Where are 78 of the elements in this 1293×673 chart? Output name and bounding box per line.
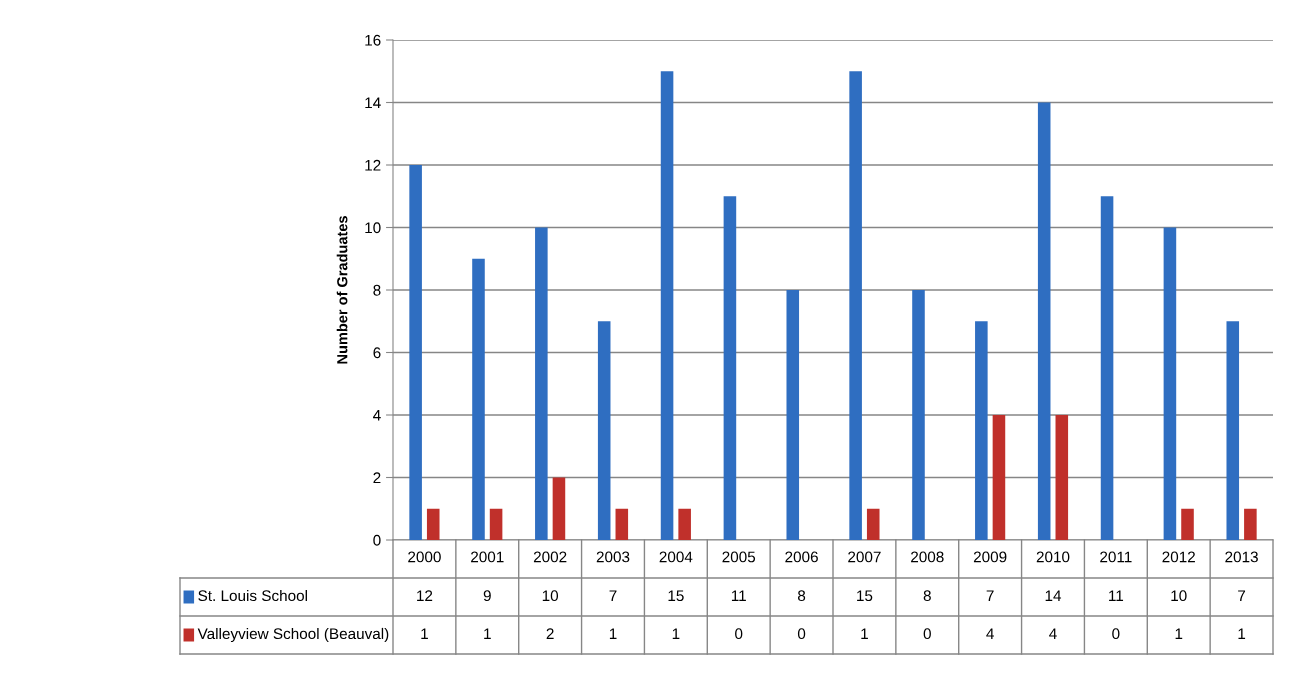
x-tick-label: 2003 bbox=[596, 551, 630, 563]
x-tick-label: 2013 bbox=[1225, 551, 1258, 563]
bar bbox=[678, 508, 691, 540]
data-label: 4 bbox=[986, 628, 994, 639]
data-label: 0 bbox=[1112, 628, 1120, 640]
bar bbox=[472, 258, 485, 540]
bar bbox=[660, 71, 674, 540]
bar bbox=[615, 508, 629, 540]
bar bbox=[552, 477, 566, 540]
legend-label: Valleyview School (Beauval) bbox=[197, 627, 389, 643]
data-label: 8 bbox=[923, 590, 931, 602]
bar bbox=[975, 321, 988, 540]
x-tick-label: 2005 bbox=[722, 551, 756, 563]
bar bbox=[489, 508, 503, 540]
y-tick-label: 2 bbox=[373, 472, 381, 484]
bar bbox=[426, 508, 440, 540]
data-label: 11 bbox=[1109, 590, 1124, 601]
data-label: 14 bbox=[1045, 590, 1062, 601]
y-tick-label: 8 bbox=[373, 284, 381, 296]
x-tick-label: 2008 bbox=[911, 551, 944, 563]
data-label: 7 bbox=[1238, 590, 1246, 601]
bar bbox=[597, 321, 611, 540]
x-tick-label: 2004 bbox=[659, 551, 693, 563]
data-label: 1 bbox=[609, 628, 617, 639]
y-tick-label: 10 bbox=[365, 222, 381, 234]
bar bbox=[1163, 227, 1177, 540]
bar bbox=[1226, 321, 1240, 540]
data-label: 12 bbox=[417, 590, 433, 601]
x-tick-label: 2010 bbox=[1036, 551, 1070, 563]
data-label: 0 bbox=[923, 628, 931, 640]
data-label: 1 bbox=[484, 628, 491, 639]
data-label: 1 bbox=[1238, 628, 1246, 639]
bar bbox=[1181, 508, 1194, 540]
data-label: 10 bbox=[542, 590, 559, 602]
x-tick-label: 2006 bbox=[785, 551, 818, 563]
data-label: 0 bbox=[797, 628, 806, 640]
bar bbox=[723, 196, 737, 540]
x-tick-label: 2000 bbox=[408, 551, 441, 563]
data-label: 9 bbox=[483, 590, 491, 602]
y-axis-title: Number of Graduates bbox=[336, 216, 348, 364]
bar bbox=[849, 71, 862, 540]
legend-label: St. Louis School bbox=[198, 589, 307, 602]
x-tick-label: 2001 bbox=[471, 551, 504, 563]
bar bbox=[992, 415, 1006, 540]
bar bbox=[1100, 196, 1114, 540]
bar bbox=[1055, 415, 1069, 540]
data-label: 1 bbox=[1175, 628, 1183, 639]
bar bbox=[1244, 508, 1257, 540]
data-label: 1 bbox=[672, 628, 680, 639]
data-label: 15 bbox=[668, 590, 684, 602]
x-tick-label: 2002 bbox=[533, 551, 567, 563]
data-label: 1 bbox=[421, 628, 428, 639]
data-label: 4 bbox=[1049, 628, 1057, 639]
x-tick-label: 2011 bbox=[1100, 551, 1132, 563]
y-tick-label: 6 bbox=[373, 347, 381, 359]
x-tick-label: 2012 bbox=[1162, 551, 1195, 563]
data-label: 15 bbox=[857, 590, 873, 602]
y-tick-label: 0 bbox=[373, 534, 381, 546]
bar bbox=[912, 290, 925, 540]
x-tick-label: 2007 bbox=[848, 551, 881, 563]
bar bbox=[866, 508, 880, 540]
data-label: 8 bbox=[797, 590, 806, 602]
y-tick-label: 14 bbox=[365, 97, 381, 109]
bar bbox=[1037, 102, 1051, 540]
y-tick-label: 4 bbox=[373, 410, 381, 421]
data-label: 1 bbox=[861, 628, 868, 639]
data-label: 10 bbox=[1171, 590, 1187, 602]
y-tick-label: 16 bbox=[365, 34, 381, 46]
bar bbox=[535, 227, 548, 540]
x-tick-label: 2009 bbox=[973, 551, 1007, 563]
data-label: 11 bbox=[731, 590, 746, 601]
data-label: 7 bbox=[986, 590, 994, 601]
y-tick-label: 12 bbox=[365, 159, 381, 171]
bar bbox=[786, 290, 800, 540]
data-label: 0 bbox=[735, 628, 743, 640]
data-label: 7 bbox=[609, 590, 617, 601]
data-label: 2 bbox=[546, 628, 554, 639]
bar bbox=[409, 165, 422, 540]
